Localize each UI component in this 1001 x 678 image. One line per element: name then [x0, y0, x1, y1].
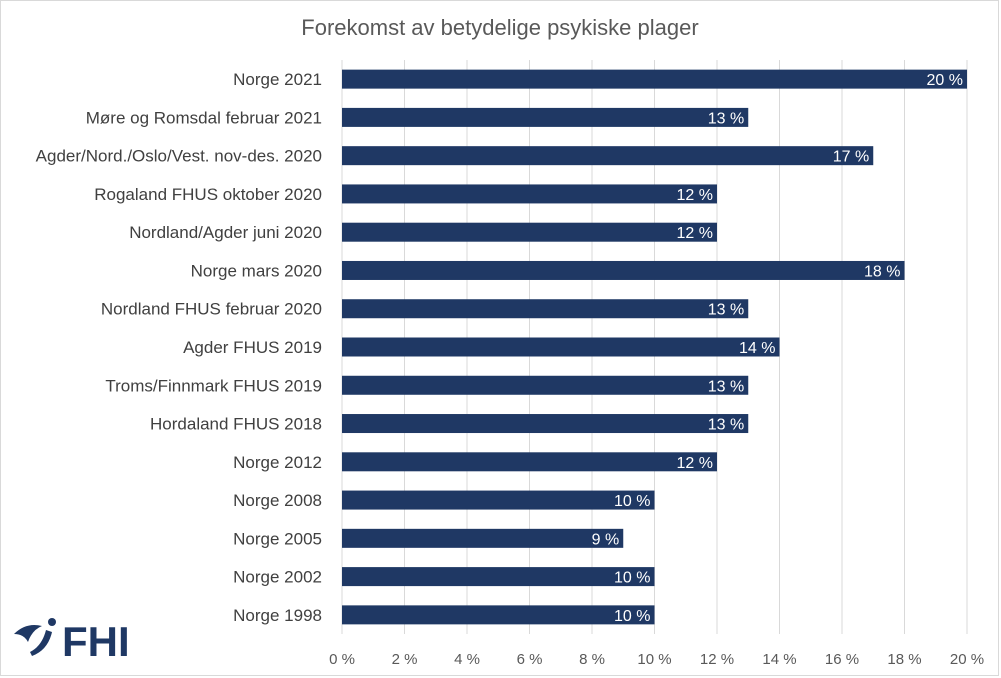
category-label: Norge 2005: [233, 529, 322, 548]
category-label: Norge 1998: [233, 606, 322, 625]
category-label: Norge mars 2020: [191, 261, 322, 280]
bar: [342, 260, 905, 280]
bar: [342, 605, 655, 625]
bar-data-label: 18 %: [864, 263, 900, 280]
category-label: Rogaland FHUS oktober 2020: [94, 185, 322, 204]
bars: [342, 69, 967, 625]
bar: [342, 528, 624, 548]
category-label: Agder/Nord./Oslo/Vest. nov-des. 2020: [36, 147, 322, 166]
category-label: Norge 2012: [233, 453, 322, 472]
bar-data-label: 17 %: [833, 149, 869, 166]
x-tick-label: 0 %: [329, 651, 355, 668]
bar-data-label: 13 %: [708, 417, 744, 434]
x-tick-label: 8 %: [579, 651, 605, 668]
category-label: Norge 2008: [233, 491, 322, 510]
bar-data-label: 20 %: [927, 72, 963, 89]
x-axis-ticks: 0 % 2 % 4 % 6 % 8 % 10 % 12 % 14 % 16 % 18 % 20 %: [329, 651, 984, 668]
x-tick-label: 6 %: [517, 651, 543, 668]
bar-data-label: 9 %: [592, 531, 620, 548]
x-tick-label: 2 %: [392, 651, 418, 668]
category-label: Nordland/Agder juni 2020: [129, 223, 322, 242]
category-label: Troms/Finnmark FHUS 2019: [105, 376, 322, 395]
category-label: Nordland FHUS februar 2020: [101, 300, 322, 319]
category-labels: Norge 2021 Møre og Romsdal februar 2021 Ag…: [36, 70, 322, 625]
bar-data-label: 10 %: [614, 493, 650, 510]
bar: [342, 490, 655, 510]
category-label: Norge 2021: [233, 70, 322, 89]
category-label: Hordaland FHUS 2018: [150, 415, 322, 434]
bar: [342, 222, 717, 242]
x-tick-label: 16 %: [825, 651, 859, 668]
bar-data-label: 13 %: [708, 302, 744, 319]
bar: [342, 107, 749, 127]
fhi-logo: FHI: [12, 612, 152, 665]
fhi-logo-text: FHI: [62, 618, 130, 662]
bar-data-label: 12 %: [677, 187, 713, 204]
bar: [342, 414, 749, 434]
bar: [342, 337, 780, 357]
category-label: Møre og Romsdal februar 2021: [86, 108, 322, 127]
bar-data-label: 13 %: [708, 110, 744, 127]
bar-data-label: 10 %: [614, 570, 650, 587]
bar: [342, 69, 967, 89]
fhi-logo-icon: FHI: [14, 618, 130, 665]
x-tick-label: 20 %: [950, 651, 984, 668]
bar: [342, 184, 717, 204]
x-tick-label: 10 %: [637, 651, 671, 668]
bar-data-label: 12 %: [677, 455, 713, 472]
bar: [342, 146, 874, 166]
bar-data-label: 10 %: [614, 608, 650, 625]
bar: [342, 452, 717, 472]
chart-title: Forekomst av betydelige psykiske plager: [301, 15, 698, 40]
x-tick-label: 18 %: [887, 651, 921, 668]
x-tick-label: 14 %: [762, 651, 796, 668]
bar-data-label: 13 %: [708, 378, 744, 395]
bar-data-label: 14 %: [739, 340, 775, 357]
bar: [342, 567, 655, 587]
category-label: Agder FHUS 2019: [183, 338, 322, 357]
bar-data-label: 12 %: [677, 225, 713, 242]
x-tick-label: 4 %: [454, 651, 480, 668]
x-tick-label: 12 %: [700, 651, 734, 668]
bar: [342, 299, 749, 319]
bar: [342, 375, 749, 395]
data-labels: 20 % 13 % 17 % 12 % 12 % 18 % 13 % 14 % 13 % 13 %…: [592, 72, 963, 625]
category-label: Norge 2002: [233, 568, 322, 587]
